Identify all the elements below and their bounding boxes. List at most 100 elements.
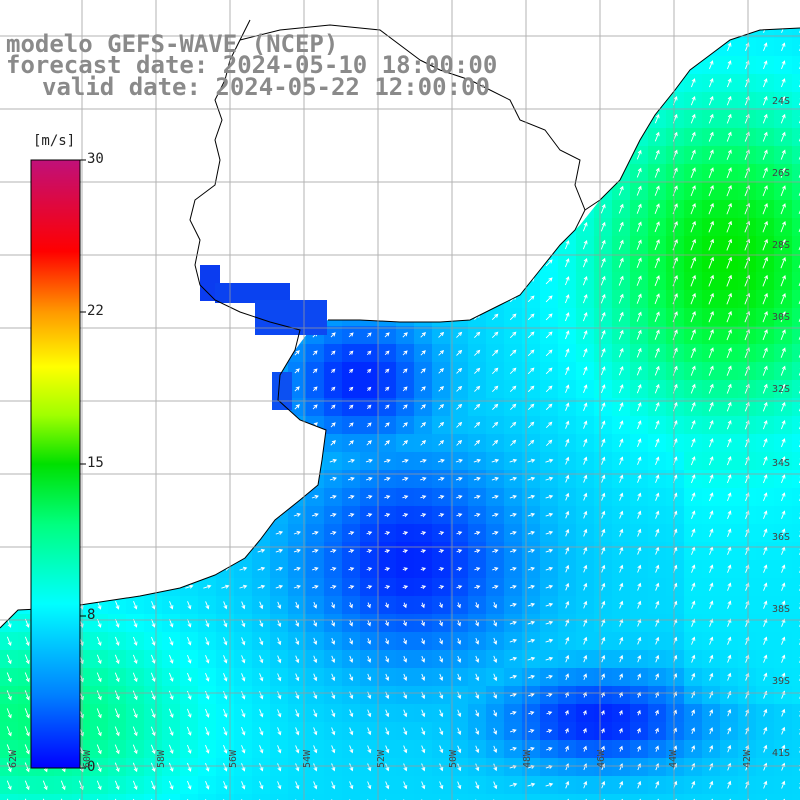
wind-arrow — [222, 403, 229, 410]
wind-arrow — [223, 781, 228, 790]
wind-arrow — [240, 205, 247, 212]
wind-arrow — [690, 365, 696, 376]
wind-arrow — [763, 474, 768, 484]
wind-arrow — [509, 313, 517, 321]
wind-cell — [324, 182, 343, 201]
wind-arrow — [114, 672, 120, 683]
wind-arrow — [131, 494, 140, 499]
wind-cell — [144, 326, 163, 345]
wind-cell — [486, 128, 505, 147]
wind-arrow — [276, 259, 283, 266]
wind-cell — [108, 272, 127, 291]
wind-arrow — [583, 42, 588, 51]
wind-arrow — [491, 259, 499, 267]
wind-arrow — [205, 781, 210, 790]
wind-cell — [396, 110, 415, 129]
wind-arrow — [24, 241, 31, 248]
wind-cell — [144, 434, 163, 453]
wind-cell — [468, 272, 487, 291]
wind-arrow — [780, 131, 786, 142]
wind-arrow — [366, 205, 373, 212]
wind-arrow — [762, 365, 768, 376]
wind-arrow — [384, 549, 391, 554]
wind-arrow — [240, 115, 247, 122]
wind-cell — [540, 56, 559, 75]
wind-arrow — [582, 168, 588, 178]
wind-arrow — [419, 187, 427, 195]
wind-arrow — [438, 349, 445, 356]
wind-arrow — [240, 367, 247, 374]
wind-cell — [162, 236, 181, 255]
wind-cell — [126, 488, 145, 507]
wind-cell — [108, 326, 127, 345]
wind-cell — [216, 380, 235, 399]
wind-arrow — [527, 187, 535, 195]
wind-arrow — [168, 744, 174, 754]
wind-cell — [432, 254, 451, 273]
wind-arrow — [781, 618, 786, 627]
wind-cell — [0, 326, 19, 345]
wind-arrow — [186, 151, 193, 158]
wind-arrow — [366, 585, 373, 590]
wind-arrow — [259, 763, 264, 772]
wind-arrow — [151, 601, 156, 610]
wind-arrow — [438, 585, 445, 590]
wind-arrow — [275, 476, 284, 481]
wind-cell — [360, 110, 379, 129]
wind-cell — [648, 56, 667, 75]
wind-arrow — [601, 384, 606, 394]
wind-arrow — [257, 458, 266, 463]
wind-arrow — [762, 383, 768, 394]
wind-arrow — [708, 456, 714, 466]
wind-arrow — [312, 277, 319, 284]
wind-cell — [252, 434, 271, 453]
wind-arrow — [600, 329, 606, 340]
wind-cell — [270, 254, 289, 273]
lat-label: 32S — [772, 384, 791, 395]
wind-arrow — [168, 349, 175, 356]
wind-arrow — [132, 277, 139, 284]
wind-arrow — [348, 567, 355, 572]
wind-arrow — [239, 566, 248, 571]
wind-arrow — [473, 205, 481, 213]
wind-arrow — [475, 655, 480, 663]
wind-arrow — [114, 187, 121, 194]
wind-arrow — [150, 421, 157, 428]
wind-arrow — [257, 530, 266, 535]
wind-cell — [486, 254, 505, 273]
wind-arrow — [527, 97, 535, 105]
wind-cell — [126, 254, 145, 273]
forecast-date: forecast date: 2024-05-10 18:00:00 — [6, 51, 498, 79]
wind-cell — [180, 290, 199, 309]
wind-cell — [306, 200, 325, 219]
wind-arrow — [420, 567, 427, 572]
wind-arrow — [5, 566, 14, 571]
wind-arrow — [781, 744, 786, 753]
wind-arrow — [601, 582, 606, 591]
wind-arrow — [294, 223, 301, 230]
wind-arrow — [258, 187, 265, 194]
wind-arrow — [185, 476, 194, 481]
wind-arrow — [258, 367, 265, 374]
wind-arrow — [402, 295, 409, 302]
wind-arrow — [420, 259, 427, 266]
wind-arrow — [637, 42, 642, 51]
wind-cell — [666, 56, 685, 75]
wind-arrow — [455, 169, 463, 177]
wind-arrow — [492, 531, 499, 535]
wind-arrow — [385, 745, 390, 754]
wind-arrow — [366, 169, 373, 176]
wind-cell — [198, 470, 217, 489]
wind-arrow — [367, 745, 372, 754]
wind-arrow — [186, 690, 192, 700]
wind-arrow — [527, 61, 535, 69]
wind-arrow — [726, 292, 732, 305]
wind-arrow — [329, 494, 337, 499]
wind-arrow — [655, 636, 660, 645]
wind-arrow — [276, 115, 283, 122]
wind-arrow — [781, 42, 786, 51]
wind-arrow — [565, 564, 570, 573]
wind-arrow — [6, 690, 12, 701]
wind-arrow — [348, 277, 355, 284]
wind-arrow — [583, 564, 588, 573]
